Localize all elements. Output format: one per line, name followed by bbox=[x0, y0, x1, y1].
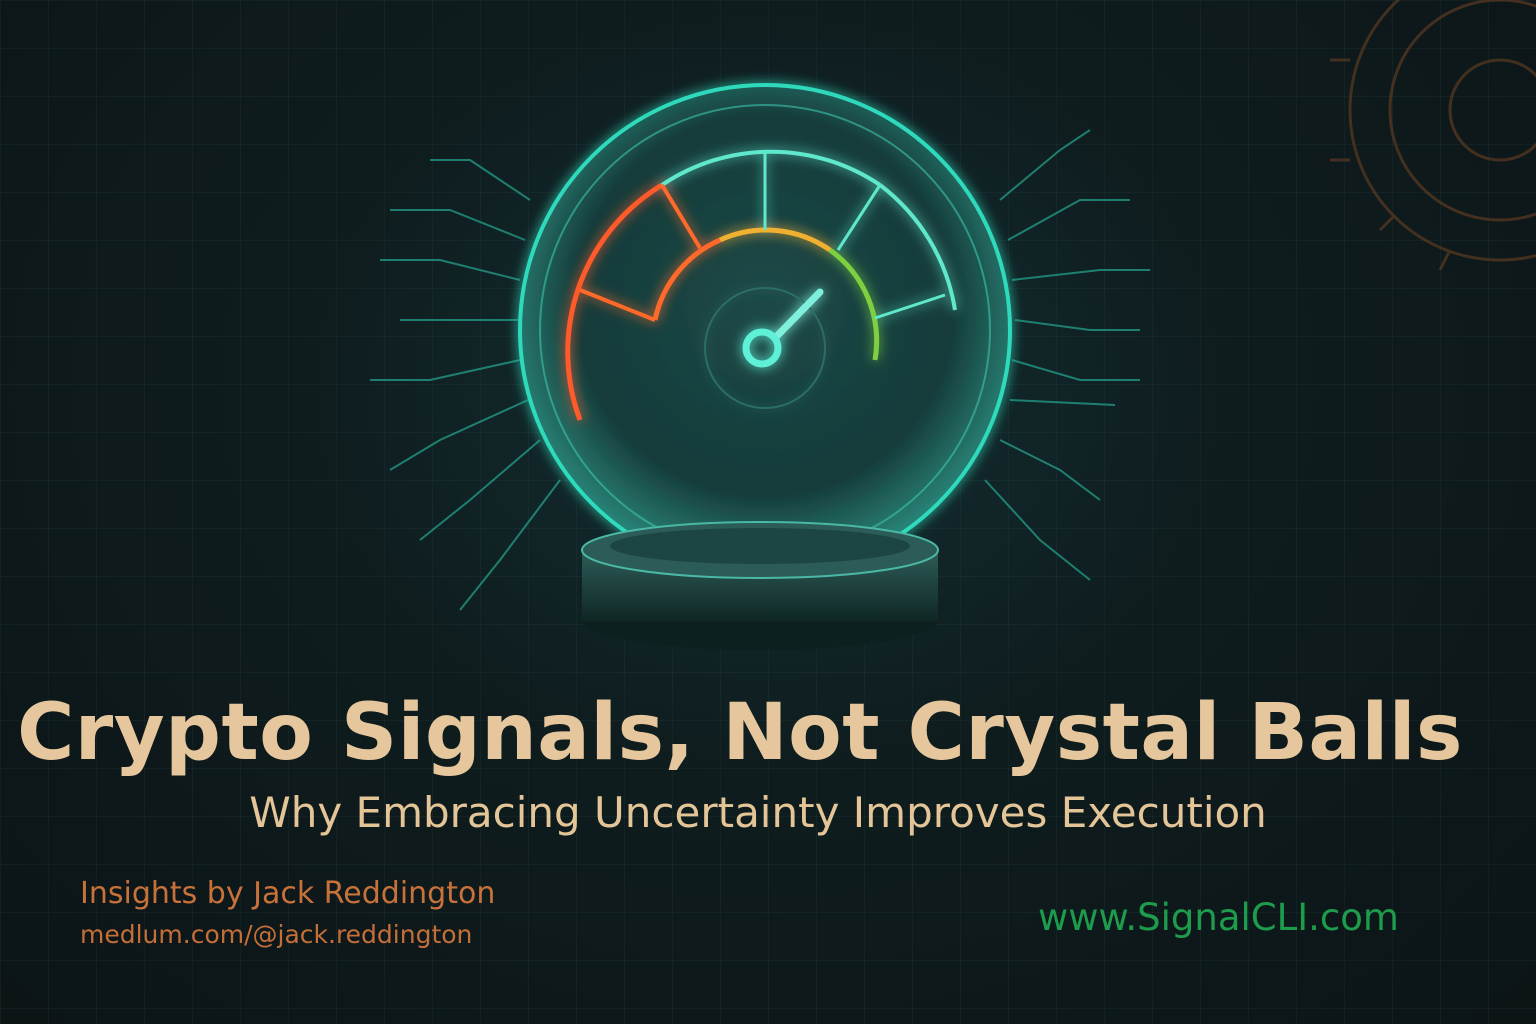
website-link[interactable]: www.SignalCLI.com bbox=[1038, 896, 1399, 939]
page-subtitle: Why Embracing Uncertainty Improves Execu… bbox=[249, 788, 1267, 837]
gauge bbox=[565, 149, 957, 421]
gear-icon bbox=[1330, 0, 1536, 271]
gauge-needle bbox=[771, 288, 824, 342]
author-line: Insights by Jack Reddington bbox=[80, 876, 496, 911]
page-title: Crypto Signals, Not Crystal Balls bbox=[17, 688, 1463, 778]
ball-stand bbox=[581, 521, 939, 650]
author-handle-link[interactable]: medlum.com/@jack.reddington bbox=[80, 920, 473, 949]
gauge-hub bbox=[742, 328, 782, 368]
circuit-lines bbox=[370, 129, 1150, 611]
